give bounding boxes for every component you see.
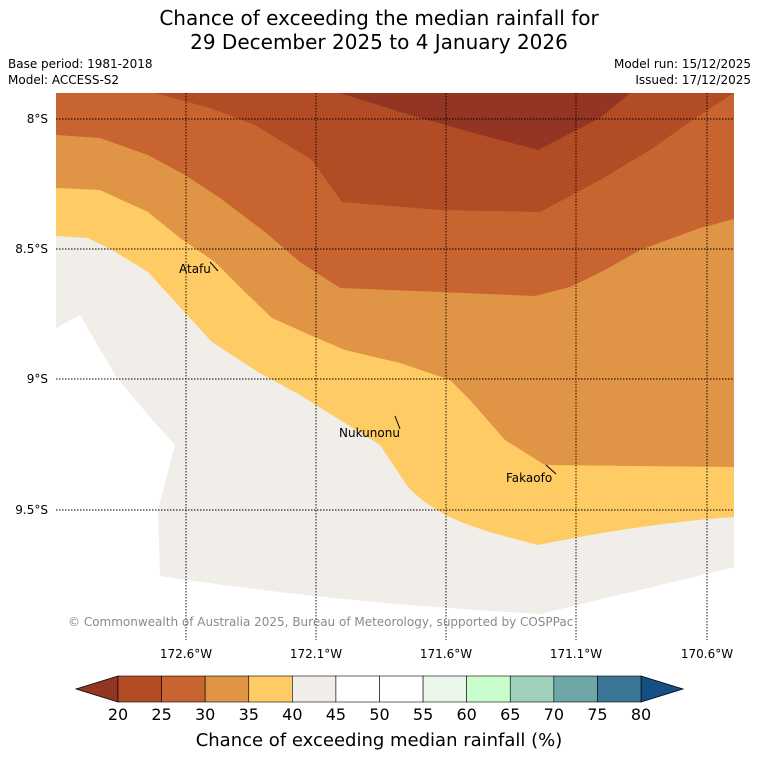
colorbar-segment: [553, 675, 598, 703]
colorbar-tick-label: 30: [194, 705, 216, 724]
chart-title-line-2: 29 December 2025 to 4 January 2026: [190, 30, 568, 54]
lon-label: 172.6°W: [160, 647, 212, 661]
colorbar-tick-label: 20: [107, 705, 129, 724]
place-label-atafu: Atafu: [179, 262, 211, 276]
colorbar-tick-label: 65: [500, 705, 521, 724]
colorbar-tick-label: 70: [543, 705, 565, 724]
meta-right: Model run: 15/12/2025 Issued: 17/12/2025: [614, 56, 751, 88]
colorbar-segment: [379, 675, 424, 703]
lon-label: 171.1°W: [550, 647, 602, 661]
colorbar-extend-high: [640, 675, 685, 703]
lon-label: 171.6°W: [420, 647, 472, 661]
model-text: Model: ACCESS-S2: [8, 73, 120, 87]
contour-below-20: [340, 93, 630, 150]
colorbar-tick-label: 55: [412, 705, 434, 724]
model-run-text: Model run: 15/12/2025: [613, 57, 751, 71]
lon-label: 170.6°W: [681, 647, 733, 661]
colorbar-segment: [161, 675, 206, 703]
colorbar-tick-label: 75: [587, 705, 608, 724]
place-label-fakaofo: Fakaofo: [506, 471, 552, 485]
lat-label: 9°S: [27, 372, 48, 386]
gridlines: [56, 93, 734, 640]
colorbar-segment: [466, 675, 511, 703]
colorbar-title: Chance of exceeding median rainfall (%): [195, 730, 563, 751]
colorbar-segment: [292, 675, 337, 703]
colorbar-segment: [597, 675, 642, 703]
colorbar-segment: [509, 675, 555, 703]
lon-label: 172.1°W: [290, 647, 342, 661]
base-period-text: Base period: 1981-2018: [8, 57, 153, 71]
colorbar-tick-label: 40: [282, 705, 303, 724]
place-leaders: [209, 261, 557, 475]
colorbar-tick-label: 35: [238, 705, 259, 724]
colorbar-segment: [248, 675, 293, 703]
nukunonu-leader: [394, 415, 401, 430]
lat-label: 8°S: [27, 112, 48, 126]
place-label-nukunonu: Nukunonu: [339, 426, 400, 440]
atafu-leader: [209, 261, 219, 272]
white-corner-wedge: [640, 612, 734, 640]
colorbar-extend-low: [74, 675, 119, 703]
colorbar-tick-label: 50: [369, 705, 390, 724]
meta-left: Base period: 1981-2018 Model: ACCESS-S2: [8, 56, 153, 88]
rainfall-contours: [56, 93, 734, 640]
colorbar-tick-label: 25: [151, 705, 172, 724]
fakaofo-leader: [545, 464, 557, 475]
copyright-text: © Commonwealth of Australia 2025, Bureau…: [68, 615, 573, 629]
chart-title-line-1: Chance of exceeding the median rainfall …: [159, 6, 599, 30]
colorbar-segment: [335, 675, 380, 703]
colorbar-segment: [117, 675, 162, 703]
lat-label: 8.5°S: [15, 242, 48, 256]
issued-text: Issued: 17/12/2025: [635, 73, 751, 87]
colorbar-tick-label: 45: [325, 705, 347, 724]
colorbar-tick-label: 80: [630, 705, 652, 724]
colorbar-tick-label: 60: [456, 705, 477, 724]
colorbar-segment: [422, 675, 467, 703]
colorbar: [74, 675, 685, 703]
lat-label: 9.5°S: [15, 503, 48, 517]
colorbar-segment: [204, 675, 250, 703]
